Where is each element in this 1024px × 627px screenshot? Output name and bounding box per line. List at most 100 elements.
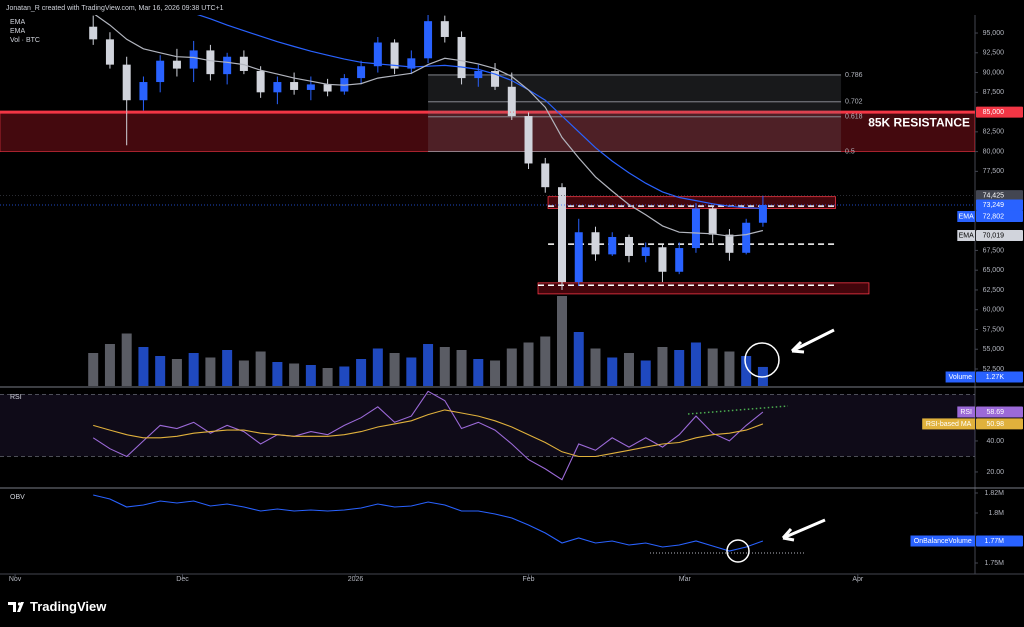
highlight-circle: [726, 539, 750, 563]
volume-bar: [121, 333, 132, 386]
fib-label: 0.5: [845, 148, 855, 155]
candle-body: [273, 82, 282, 93]
volume-bar: [339, 366, 350, 386]
volume-bar: [423, 344, 434, 386]
badge: [976, 199, 1023, 211]
volume-bar: [623, 353, 634, 386]
badge: [976, 106, 1023, 118]
candle-body: [256, 70, 265, 93]
indicator-line: [92, 390, 764, 481]
volume-bar: [155, 356, 166, 386]
candle-body: [675, 248, 684, 272]
y-tick-label: 1.75M: [985, 560, 1005, 567]
badge-name: EMA: [959, 213, 975, 220]
badge: [976, 230, 1023, 242]
badge-name-box: [957, 406, 975, 418]
x-tick-label: Dec: [176, 576, 189, 583]
volume-bar: [389, 353, 400, 386]
y-tick-label: 55,000: [983, 346, 1005, 353]
volume-bar: [88, 353, 99, 386]
badge-name-box: [957, 230, 975, 242]
volume-bar: [741, 356, 752, 386]
candle-body: [89, 26, 98, 40]
volume-bar: [171, 359, 182, 386]
badge: [976, 371, 1023, 383]
y-tick-label: 65,000: [983, 267, 1005, 274]
volume-bar: [238, 360, 249, 386]
volume-bar: [506, 348, 517, 386]
panel-title: RSI: [10, 394, 22, 401]
candle-body: [742, 222, 751, 253]
badge: [976, 418, 1023, 430]
badge-label: 70,019: [983, 232, 1005, 239]
badge-label: 85,000: [983, 109, 1005, 116]
y-tick-label: 62,500: [983, 287, 1005, 294]
volume-bar: [523, 342, 534, 386]
support-box: [547, 196, 836, 209]
candle-body: [156, 60, 165, 83]
plot: 95,000 92,500 90,000 87,500 82,500 80,000 77,5…: [0, 15, 1023, 583]
header: Jonatan_R created with TradingView.com, …: [6, 5, 224, 12]
panel: [0, 15, 975, 386]
candle-body: [474, 70, 483, 79]
indicator-line: [93, 494, 764, 552]
volume-bar: [707, 348, 718, 386]
volume-bar: [205, 357, 216, 386]
badge-name-box: [910, 535, 975, 547]
volume-bar: [607, 357, 618, 386]
candle-body: [373, 42, 382, 67]
y-tick-label: 80,000: [983, 148, 1005, 155]
candle-body: [206, 50, 215, 75]
candle-body: [189, 50, 198, 69]
x-tick-label: Mar: [679, 576, 692, 583]
volume-bar: [372, 348, 383, 386]
volume-bar: [473, 359, 484, 386]
y-tick-label: 57,500: [983, 326, 1005, 333]
candle-body: [708, 208, 717, 235]
candle-body: [172, 60, 181, 69]
candle-body: [758, 204, 767, 223]
candle-body: [608, 236, 617, 255]
y-tick-label: 20.00: [986, 469, 1004, 476]
y-tick-label: 1.82M: [985, 490, 1005, 497]
y-tick-label: 90,000: [983, 69, 1005, 76]
panel-title: OBV: [10, 494, 25, 501]
volume-bar: [557, 296, 568, 386]
volume-bar: [104, 344, 115, 386]
volume-bar: [305, 365, 316, 386]
fib-box: [428, 74, 842, 152]
badge-name: EMA: [959, 232, 975, 239]
y-tick-label: 87,500: [983, 89, 1005, 96]
fib-label: 0.618: [845, 114, 863, 121]
candle-body: [122, 64, 131, 101]
logo: TradingView: [8, 599, 107, 614]
badge-name: RSI-based MA: [926, 421, 972, 428]
badge-label: 72,802: [983, 213, 1005, 220]
volume-bar: [456, 350, 467, 386]
volume-bar: [322, 368, 333, 386]
candle-body: [407, 58, 416, 69]
indicator-line: [93, 409, 764, 458]
legend-entry: EMA: [10, 28, 26, 35]
badge-label: 1.77M: [985, 538, 1005, 545]
rsi-trend: [687, 405, 789, 415]
panel: [0, 390, 975, 481]
candle-body: [658, 247, 667, 272]
volume-bar: [138, 347, 149, 386]
volume-bar: [640, 360, 651, 386]
arrow: [790, 328, 835, 354]
volume-bar: [272, 362, 283, 386]
panel: [93, 494, 764, 552]
volume-bar: [690, 342, 701, 386]
y-tick-label: 52,500: [983, 366, 1005, 373]
badge-name: OnBalanceVolume: [914, 538, 972, 545]
badge: [976, 211, 1023, 223]
badge: [976, 406, 1023, 418]
candle-body: [223, 56, 232, 75]
badge-label: 1.27K: [986, 374, 1005, 381]
candle-body: [624, 236, 633, 256]
arrow: [781, 518, 826, 542]
ema-line: [196, 15, 763, 210]
volume-bar: [540, 336, 551, 386]
